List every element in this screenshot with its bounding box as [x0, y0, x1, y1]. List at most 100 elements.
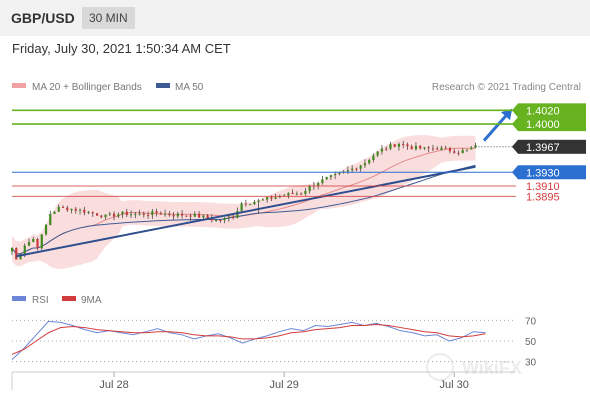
candle: [385, 148, 388, 150]
candle: [172, 215, 175, 217]
level-tag-notch: [512, 117, 518, 132]
bollinger-band: [12, 135, 476, 270]
x-tick-label: Jul 30: [440, 379, 469, 391]
candle: [236, 210, 239, 218]
candle: [155, 211, 158, 214]
level-tag-notch: [512, 165, 518, 180]
candle: [457, 152, 460, 154]
candle: [151, 211, 154, 215]
candle: [351, 168, 354, 171]
level-label-pivot: 1.3930: [526, 167, 560, 179]
projection-arrowhead: [501, 108, 513, 121]
level-tag-resistance: [518, 103, 586, 118]
candle: [223, 217, 226, 221]
candle: [291, 192, 294, 195]
level-label-support: 1.3910: [526, 181, 560, 193]
watermark-logo: WikiFX: [426, 353, 522, 381]
candle: [180, 213, 184, 216]
candle: [44, 224, 48, 235]
candle: [23, 245, 26, 254]
candle: [253, 202, 256, 205]
candle: [325, 176, 328, 180]
candle: [287, 192, 290, 196]
candle: [453, 151, 456, 153]
candle: [270, 197, 273, 199]
legend-ma20-bollinger: MA 20 + Bollinger Bands: [32, 82, 142, 93]
candle: [436, 148, 439, 150]
rsi-ma-legend-swatch: [62, 296, 76, 301]
candle: [146, 214, 150, 216]
support-trendline: [16, 165, 476, 258]
rsi-line: [11, 320, 486, 360]
candle: [232, 217, 235, 219]
candle: [244, 203, 247, 205]
candle: [393, 144, 396, 147]
candle: [329, 175, 333, 177]
candle: [359, 165, 362, 169]
candle: [197, 213, 201, 218]
level-label-resistance: 1.4020: [526, 105, 560, 117]
rsi-legend-swatch: [12, 296, 26, 301]
x-tick-label: Jul 29: [269, 379, 298, 391]
candle: [193, 213, 196, 217]
candle: [32, 239, 35, 243]
level-tag-notch: [512, 103, 518, 118]
candle: [431, 148, 435, 150]
candle: [27, 242, 31, 246]
candle: [176, 213, 179, 217]
candle: [257, 200, 260, 203]
candle: [414, 145, 418, 150]
candle: [159, 213, 162, 215]
candle: [300, 193, 303, 195]
candle: [295, 193, 298, 195]
candle: [444, 147, 447, 149]
ma20-legend-swatch: [12, 83, 26, 88]
legend-9ma: 9MA: [81, 295, 102, 306]
instrument-title: GBP/USD: [11, 10, 75, 26]
candle: [406, 144, 409, 147]
candle: [87, 211, 90, 213]
candle: [108, 213, 111, 215]
candle: [372, 155, 375, 161]
candle: [125, 211, 128, 216]
candle: [368, 160, 371, 164]
rsi-tick-label: 70: [525, 316, 537, 327]
candle: [83, 209, 86, 213]
candle: [346, 170, 350, 172]
candle: [317, 183, 320, 186]
projection-arrow: [482, 110, 511, 142]
x-tick-label: Jul 28: [99, 379, 128, 391]
candle: [261, 199, 264, 201]
candle: [100, 215, 103, 218]
candle: [66, 207, 69, 211]
candle: [219, 220, 222, 222]
timeframe-button[interactable]: 30 MIN: [82, 7, 135, 29]
candle: [189, 215, 192, 217]
candle: [117, 214, 120, 217]
level-tag-notch: [512, 139, 518, 154]
candle: [53, 211, 56, 214]
svg-text:WikiFX: WikiFX: [462, 358, 522, 378]
candle: [57, 206, 60, 212]
level-label-current: 1.3967: [526, 142, 560, 154]
candle: [227, 217, 230, 219]
candle: [40, 234, 43, 249]
candle: [78, 209, 82, 211]
top-bar: GBP/USD 30 MIN: [0, 0, 590, 36]
candle: [402, 143, 405, 145]
candle: [142, 213, 145, 215]
candle: [10, 248, 14, 252]
candle: [91, 211, 94, 214]
level-label-support: 1.3895: [526, 191, 560, 203]
candle: [380, 148, 384, 152]
candle: [185, 215, 188, 217]
candle: [206, 215, 209, 219]
legend-ma50: MA 50: [175, 82, 204, 93]
candle: [355, 168, 358, 170]
candle: [15, 248, 18, 260]
candle: [61, 206, 65, 208]
candle: [163, 213, 167, 215]
candle: [363, 163, 367, 166]
chart-datetime: Friday, July 30, 2021 1:50:34 AM CET: [12, 41, 231, 56]
